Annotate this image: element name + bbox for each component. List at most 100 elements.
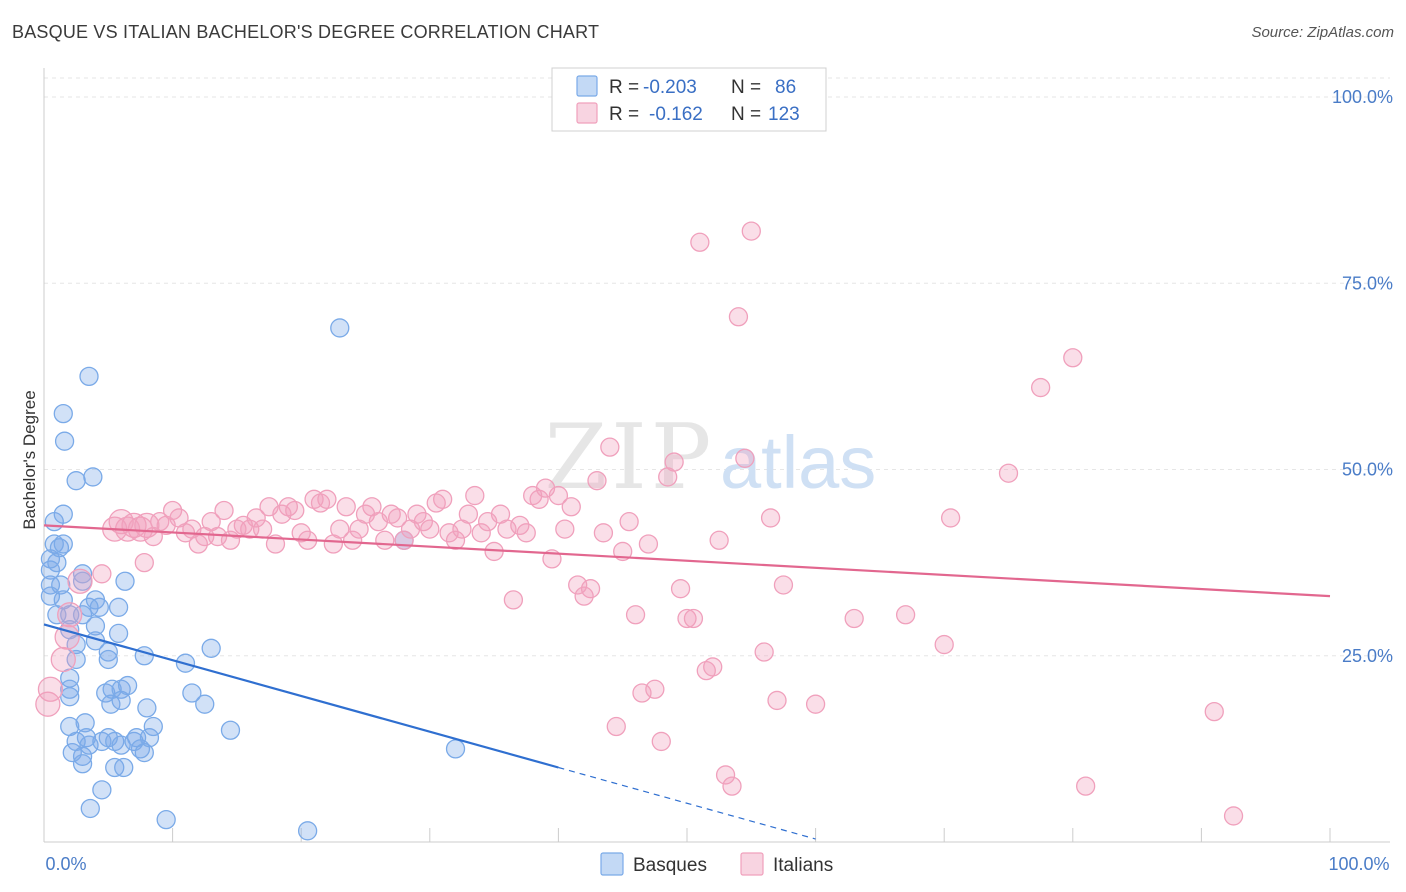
data-point [60, 679, 80, 699]
data-point [728, 307, 749, 327]
data-point [92, 564, 112, 584]
data-point [51, 575, 71, 595]
data-point [1223, 806, 1244, 826]
data-point [47, 552, 67, 573]
data-point [89, 597, 109, 617]
data-point [664, 452, 684, 472]
data-point [143, 716, 163, 737]
bottom-legend: Basques Italians [600, 852, 833, 876]
data-point [72, 605, 93, 625]
data-point [134, 552, 154, 573]
data-point [670, 579, 691, 599]
data-point [529, 489, 549, 509]
data-point [297, 821, 318, 841]
bottom-legend-swatch-basques [600, 852, 624, 876]
data-point [715, 765, 736, 785]
data-point [420, 519, 440, 539]
legend-swatch-basques [576, 75, 598, 97]
data-point [574, 586, 594, 606]
bottom-legend-label-italians: Italians [773, 855, 833, 876]
data-point [60, 687, 80, 707]
data-point [98, 649, 118, 670]
chart-source: Source: ZipAtlas.com [1251, 24, 1394, 41]
data-point [465, 485, 485, 506]
data-point [291, 523, 311, 543]
data-point [156, 810, 176, 830]
data-point [195, 694, 215, 714]
data-point [651, 731, 671, 752]
data-point [117, 675, 138, 696]
data-point [40, 575, 61, 595]
data-point [115, 571, 135, 591]
data-point [587, 471, 607, 491]
legend-n-label-basques: N = [731, 77, 761, 98]
data-point [709, 530, 729, 550]
data-point [114, 757, 134, 778]
data-point [67, 568, 93, 594]
y-tick-label-75: 75.0% [1342, 273, 1393, 293]
data-point [407, 504, 427, 524]
grid-layer [44, 77, 1390, 657]
data-point [37, 676, 64, 702]
data-point [561, 497, 581, 517]
legend-swatch-italians [576, 102, 598, 124]
data-point [844, 608, 864, 629]
data-point [767, 690, 787, 711]
data-point [317, 489, 337, 509]
data-point [735, 448, 755, 468]
data-point [516, 523, 536, 543]
data-point [53, 534, 73, 554]
y-tick-label-100: 100.0% [1332, 87, 1393, 107]
data-point [246, 508, 266, 528]
data-point [471, 523, 491, 543]
legend-n-value-italians: 123 [768, 104, 800, 125]
data-point [722, 776, 742, 796]
series-italians [35, 221, 1244, 826]
data-point [375, 530, 395, 550]
data-point [80, 798, 100, 819]
legend-r-label-italians: R = [609, 104, 639, 125]
data-point [754, 642, 774, 662]
data-point [162, 500, 183, 521]
data-point [342, 530, 363, 550]
data-point [625, 605, 646, 625]
data-point [66, 649, 86, 670]
data-point [285, 500, 305, 521]
data-point [108, 623, 129, 644]
data-point [72, 746, 93, 766]
data-point [92, 780, 112, 800]
data-point [220, 720, 241, 740]
data-point [54, 624, 80, 650]
data-point [330, 318, 350, 338]
data-point [101, 694, 121, 714]
data-point [741, 221, 761, 241]
legend-r-value-italians: -0.162 [649, 104, 703, 125]
data-point [760, 508, 781, 528]
axes-layer [43, 68, 1390, 843]
trend-extension-basques [558, 766, 816, 840]
data-point [330, 519, 350, 539]
data-point [703, 657, 723, 677]
x-tick-label-start: 0.0% [45, 854, 86, 874]
data-point [445, 530, 466, 550]
data-point [1204, 701, 1224, 722]
legend-n-value-basques: 86 [775, 77, 796, 98]
watermark-zip: ZIP [545, 405, 716, 510]
data-point [445, 739, 466, 759]
data-point [645, 679, 665, 699]
data-point [638, 534, 659, 554]
data-point [188, 534, 208, 554]
y-axis-label: Bachelor's Degree [20, 390, 39, 529]
x-tick-label-end: 100.0% [1328, 854, 1389, 874]
data-point [1063, 348, 1083, 368]
data-point [458, 504, 479, 524]
data-point [85, 616, 106, 636]
data-point [50, 646, 76, 673]
data-point [214, 500, 234, 521]
data-point [76, 728, 97, 748]
data-point [83, 467, 103, 487]
data-point [683, 608, 704, 629]
data-point [66, 471, 86, 491]
data-point [108, 597, 129, 617]
data-point [593, 523, 614, 543]
